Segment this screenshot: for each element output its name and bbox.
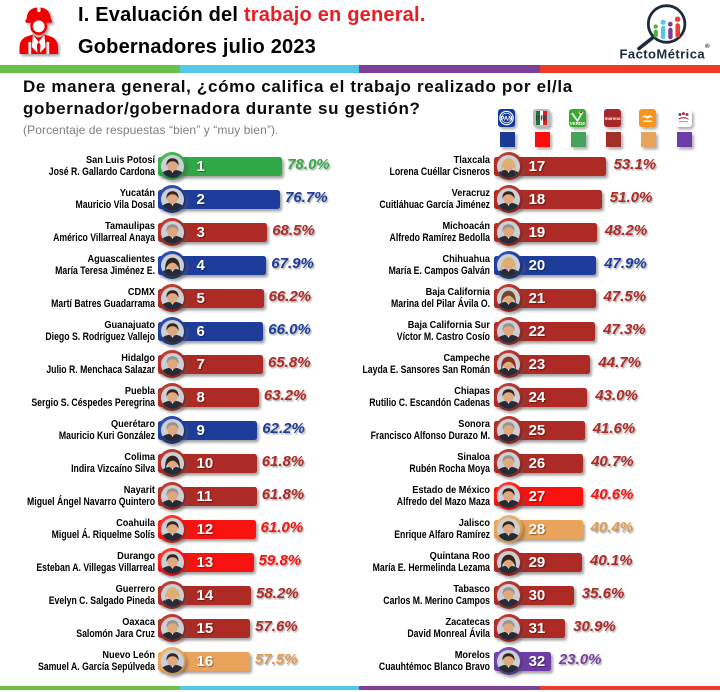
svg-text:FactoMétrica: FactoMétrica: [620, 47, 706, 62]
svg-text:PAN: PAN: [500, 116, 512, 122]
svg-text:PRI: PRI: [536, 116, 548, 123]
svg-text:VERDE: VERDE: [569, 121, 585, 126]
svg-text:morena: morena: [604, 116, 620, 121]
svg-text:®: ®: [705, 42, 710, 50]
